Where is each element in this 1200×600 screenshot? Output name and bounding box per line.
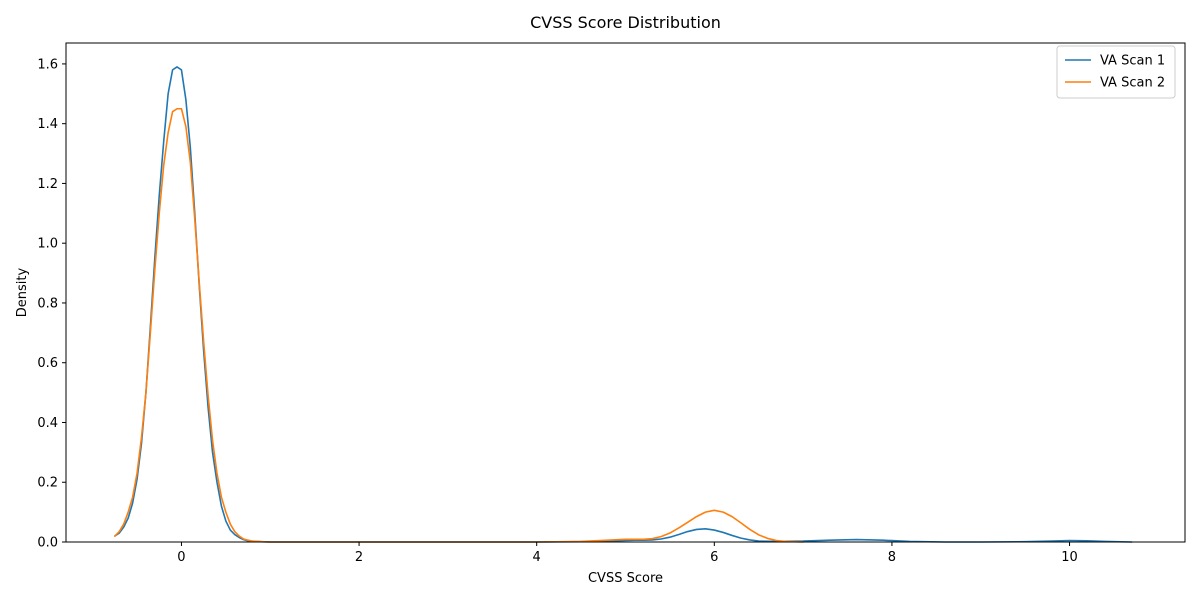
x-tick-label: 4	[533, 550, 541, 565]
legend-box	[1056, 45, 1176, 99]
y-axis-label: Density	[15, 267, 30, 317]
x-tick-label: 0	[177, 550, 185, 565]
y-tick-label: 1.0	[37, 237, 58, 252]
series-line-2	[114, 107, 804, 543]
legend: VA Scan 1 VA Scan 2	[1056, 45, 1176, 99]
legend-label-2: VA Scan 2	[1100, 76, 1165, 91]
x-axis-ticks: 0 2 4 6 8 10	[177, 542, 1078, 565]
y-tick-label: 0.0	[37, 536, 58, 551]
y-axis-ticks: 0.0 0.2 0.4 0.6 0.8 1.0 1.2 1.4 1.6	[37, 57, 66, 551]
x-tick-label: 2	[355, 550, 363, 565]
y-tick-label: 1.4	[37, 117, 58, 132]
plot-area-frame	[65, 42, 1186, 543]
y-tick-label: 0.2	[37, 476, 58, 491]
x-axis-label: CVSS Score	[588, 571, 663, 586]
x-tick-label: 6	[710, 550, 718, 565]
legend-label-1: VA Scan 1	[1100, 54, 1165, 69]
y-tick-label: 0.8	[37, 296, 58, 311]
x-tick-label: 10	[1061, 550, 1078, 565]
x-tick-label: 8	[888, 550, 896, 565]
chart-title: CVSS Score Distribution	[530, 13, 721, 32]
y-tick-label: 0.4	[37, 416, 58, 431]
y-tick-label: 1.6	[37, 57, 58, 72]
y-tick-label: 0.6	[37, 356, 58, 371]
y-tick-label: 1.2	[37, 177, 58, 192]
